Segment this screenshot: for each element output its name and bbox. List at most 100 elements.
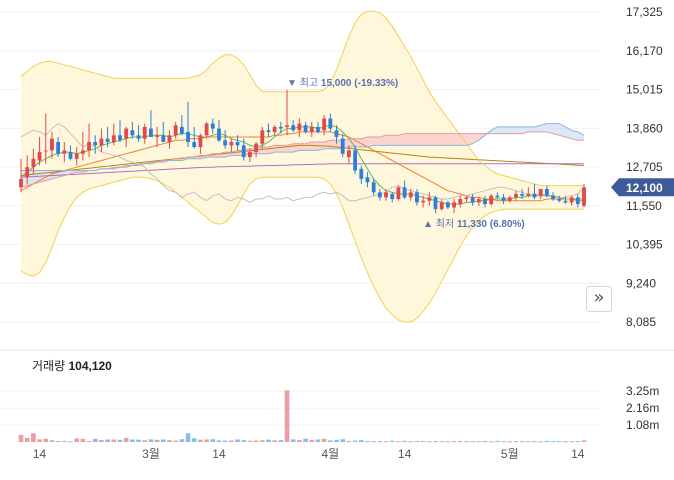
volume-bar	[148, 439, 154, 442]
candle-body	[551, 195, 555, 200]
volume-bar	[278, 440, 284, 442]
volume-bar	[408, 441, 414, 443]
volume-bar	[550, 441, 556, 443]
time-tick-label: 4월	[321, 447, 339, 461]
candle-body	[229, 142, 234, 146]
current-price-tag	[611, 178, 674, 197]
volume-bar	[18, 434, 24, 442]
volume-axis: 3.25m 2.16m 1.08m	[626, 384, 659, 432]
candle-body	[402, 187, 407, 198]
volume-bar	[544, 440, 550, 442]
current-price-label: 12,100	[626, 181, 663, 195]
volume-bar	[55, 441, 61, 443]
time-tick-label: 5월	[501, 447, 519, 461]
volume-bar	[259, 440, 265, 442]
volume-bar	[173, 440, 178, 442]
candle-body	[377, 192, 382, 198]
candle-body	[235, 142, 240, 146]
candle-body	[260, 130, 265, 144]
volume-bar	[538, 441, 544, 443]
volume-value: 104,120	[68, 359, 112, 373]
volume-bar	[470, 441, 475, 443]
candle-body	[458, 199, 463, 205]
time-tick-label: 14	[212, 447, 226, 461]
candle-body	[328, 118, 333, 129]
candle-body	[223, 140, 228, 146]
time-tick-label: 3월	[142, 447, 160, 461]
volume-bar	[247, 440, 253, 442]
volume-bar	[185, 433, 191, 442]
candle-body	[149, 128, 153, 137]
price-tick-label: 9,240	[626, 276, 656, 290]
volume-bar	[328, 440, 333, 442]
candle-body	[483, 199, 487, 205]
volume-tick-label: 3.25m	[626, 384, 659, 398]
ichimoku-cloud-segment	[491, 123, 584, 141]
moving-average-60-line	[20, 144, 585, 177]
volume-bar	[556, 441, 562, 443]
candle-body	[557, 199, 562, 201]
candle-body	[346, 150, 351, 158]
volume-bar	[198, 439, 203, 442]
volume-bar	[563, 441, 568, 443]
low-annotation-arrow: ▲	[423, 219, 436, 230]
candle-body	[322, 118, 327, 131]
indicator-bands	[21, 11, 584, 322]
price-tick-label: 16,170	[626, 44, 663, 58]
volume-bar	[191, 438, 197, 442]
volume-bar	[396, 441, 401, 443]
price-axis: 17,325 16,170 15,015 13,860 12,705 11,550 10,3…	[626, 5, 663, 329]
candle-body	[50, 138, 54, 151]
ichimoku-cloud-segment	[89, 130, 492, 171]
volume-bar	[389, 440, 395, 442]
candle-body	[575, 197, 580, 205]
time-tick-label: 14	[33, 447, 47, 461]
volume-bar	[68, 441, 73, 443]
candle-body	[111, 135, 116, 143]
candle-body	[124, 128, 129, 139]
volume-bar	[235, 439, 240, 442]
candle-body	[204, 123, 209, 136]
volume-bar	[439, 441, 445, 443]
volume-bar	[154, 439, 160, 442]
bollinger-lower-line	[20, 176, 584, 323]
volume-bar	[420, 441, 426, 443]
volume-bar	[365, 441, 370, 443]
price-tick-label: 10,395	[626, 238, 663, 252]
candle-body	[266, 130, 271, 132]
expand-chart-button[interactable]: »	[586, 286, 612, 312]
candle-body	[167, 135, 172, 143]
volume-bar	[123, 437, 129, 442]
candle-body	[507, 197, 512, 201]
candle-body	[452, 202, 456, 208]
volume-bar	[266, 439, 271, 442]
candle-body	[415, 192, 419, 203]
candle-body	[247, 152, 252, 158]
price-tick-label: 11,550	[626, 199, 662, 213]
candle-body	[291, 125, 296, 131]
high-annotation: ▼ 최고 15,000 (-19.33%)	[287, 77, 398, 89]
volume-bar	[513, 441, 519, 443]
volume-bar	[358, 440, 364, 442]
time-axis: 14 3월 14 4월 14 5월 14	[33, 447, 585, 461]
candle-body	[142, 126, 147, 139]
volume-bar	[433, 441, 438, 443]
candle-body	[495, 195, 500, 198]
candle-body	[93, 142, 98, 146]
volume-bar	[464, 441, 469, 443]
volume-bar	[24, 437, 30, 442]
volume-bar	[222, 440, 228, 442]
candle-body	[340, 138, 345, 154]
candle-body	[130, 130, 135, 136]
volume-bar	[346, 440, 352, 442]
volume-bar	[290, 439, 296, 442]
candle-body	[278, 126, 283, 129]
volume-gridlines	[0, 390, 600, 426]
candle-body	[334, 130, 339, 137]
volume-bar	[352, 440, 358, 442]
candle-body	[285, 125, 289, 127]
candle-body	[433, 197, 438, 210]
volume-bar	[488, 441, 494, 443]
candle-body	[118, 135, 122, 141]
